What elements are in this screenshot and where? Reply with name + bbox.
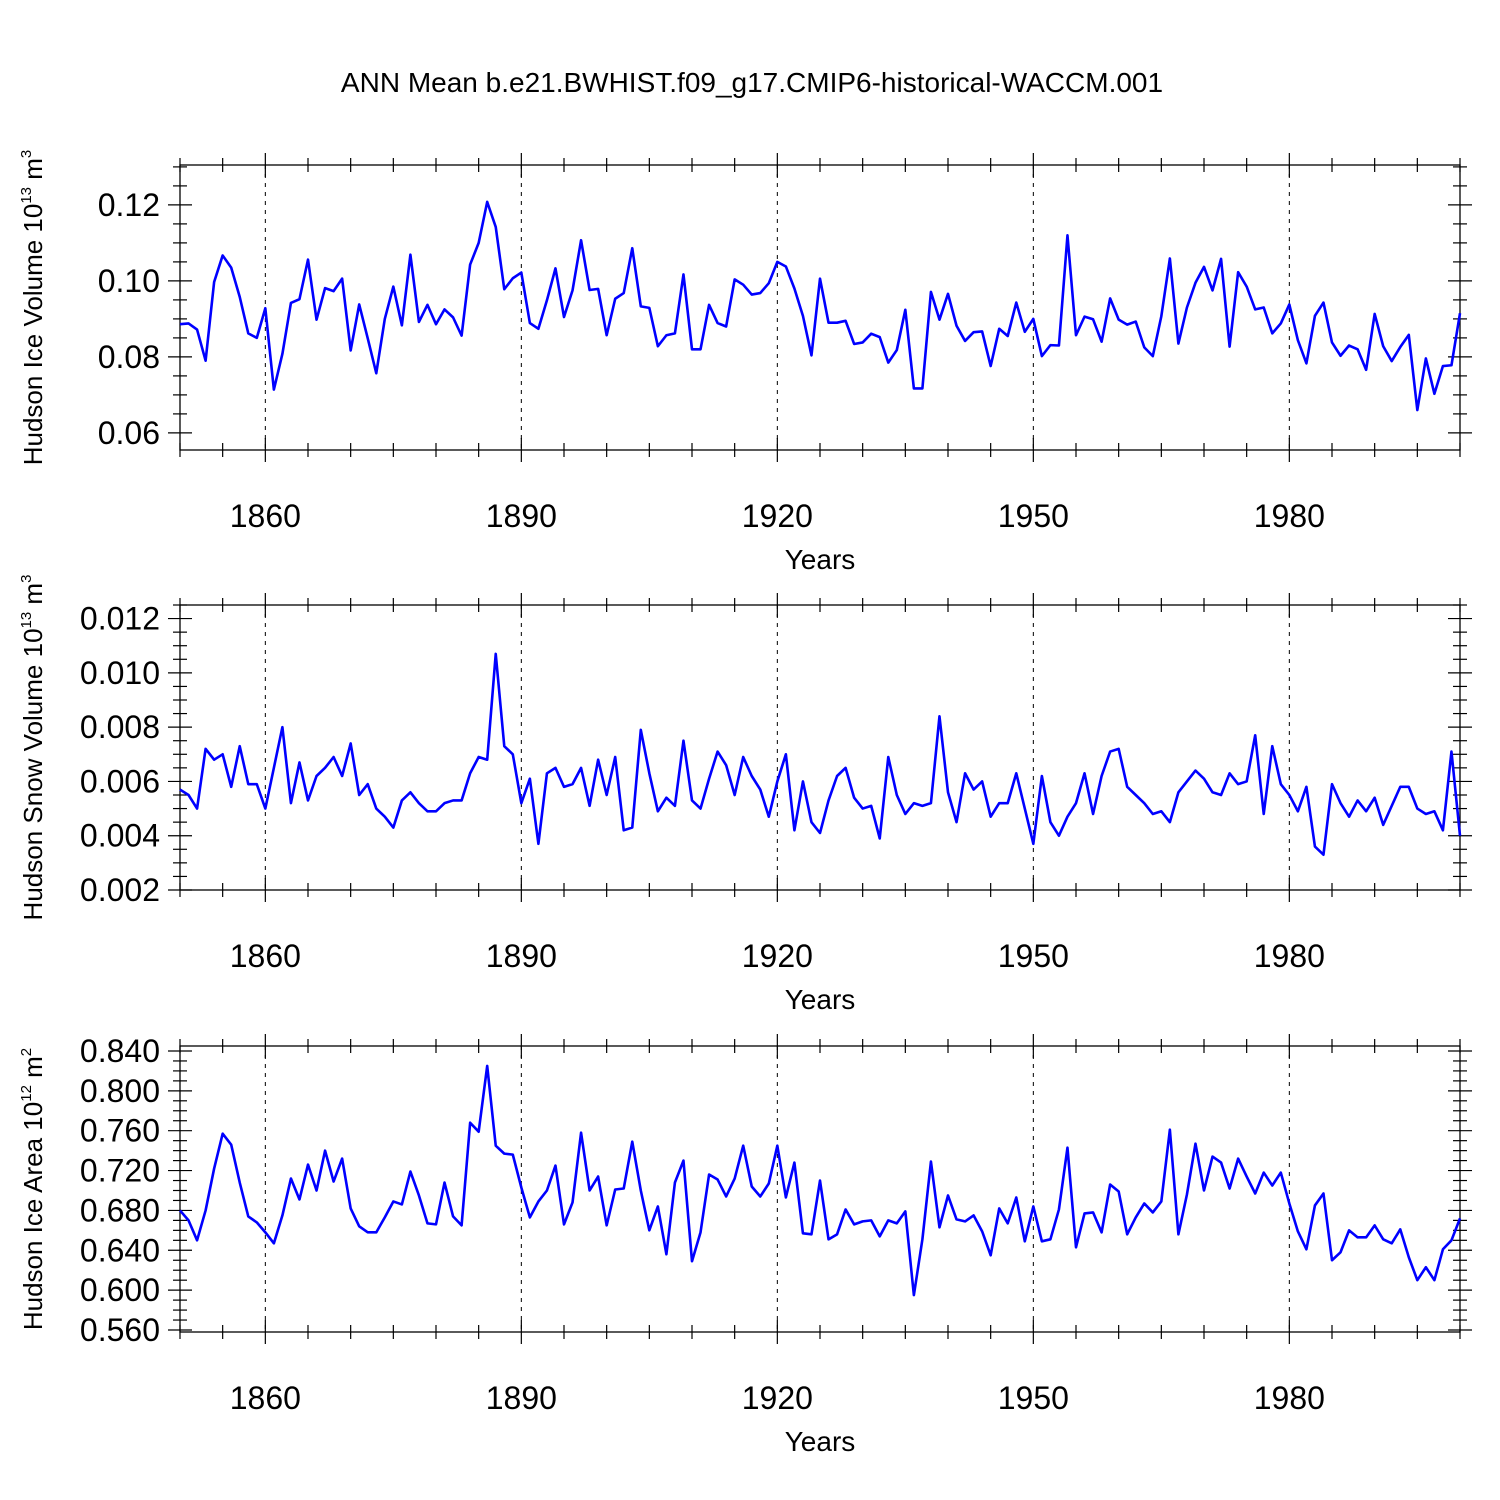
x-axis-title: Years	[785, 544, 856, 575]
x-tick-label: 1950	[998, 1380, 1069, 1416]
x-tick-label: 1950	[998, 498, 1069, 534]
panel-1: 0.06 0.08 0.10 0.12 1860 1890 1920 1950 1980 Year…	[18, 150, 1472, 575]
y-tick-label: 0.08	[98, 339, 160, 375]
x-tick-label: 1980	[1254, 938, 1325, 974]
series-line	[179, 652, 1462, 857]
panel-2: 0.002 0.004 0.006 0.008 0.010 0.012 1860 1890 19…	[18, 575, 1472, 1015]
x-tick-label: 1890	[486, 938, 557, 974]
y-axis-title-unit-exponent: 3	[18, 150, 35, 158]
x-tick-label: 1860	[230, 1380, 301, 1416]
y-axis-title-text: Hudson Ice Volume 10	[18, 204, 48, 466]
y-tick-label: 0.680	[80, 1192, 160, 1228]
y-axis-title-exponent: 12	[18, 1085, 35, 1102]
y-axis-title-unit: m	[18, 583, 48, 612]
x-tick-label: 1950	[998, 938, 1069, 974]
y-tick-label: 0.002	[80, 872, 160, 908]
y-tick-label: 0.600	[80, 1272, 160, 1308]
y-tick-label: 0.008	[80, 709, 160, 745]
y-tick-label: 0.800	[80, 1073, 160, 1109]
y-axis-title: Hudson Snow Volume 1013 m3	[18, 575, 48, 921]
y-axis-title: Hudson Ice Area 1012 m2	[18, 1048, 48, 1330]
x-axis-title: Years	[785, 1426, 856, 1457]
plot-frame	[179, 604, 1461, 891]
y-tick-label: 0.560	[80, 1312, 160, 1348]
y-axis-title: Hudson Ice Volume 1013 m3	[18, 150, 48, 466]
x-tick-label: 1860	[230, 498, 301, 534]
x-tick-label: 1920	[742, 938, 813, 974]
figure-title: ANN Mean b.e21.BWHIST.f09_g17.CMIP6-hist…	[341, 67, 1163, 98]
y-tick-label: 0.012	[80, 601, 160, 637]
x-tick-label: 1890	[486, 1380, 557, 1416]
y-axis-title-text: Hudson Snow Volume 10	[18, 628, 48, 920]
x-tick-label: 1980	[1254, 498, 1325, 534]
y-tick-label: 0.006	[80, 763, 160, 799]
y-tick-label: 0.10	[98, 263, 160, 299]
y-tick-label: 0.12	[98, 187, 160, 223]
y-tick-label: 0.004	[80, 818, 160, 854]
y-tick-label: 0.06	[98, 415, 160, 451]
y-tick-label: 0.640	[80, 1232, 160, 1268]
y-axis-title-unit: m	[18, 158, 48, 187]
y-tick-label: 0.840	[80, 1033, 160, 1069]
x-tick-label: 1920	[742, 498, 813, 534]
y-tick-label: 0.010	[80, 655, 160, 691]
y-axis-title-unit-exponent: 2	[18, 1048, 35, 1056]
x-axis-title: Years	[785, 984, 856, 1015]
x-tick-label: 1980	[1254, 1380, 1325, 1416]
series-line	[179, 200, 1462, 412]
y-axis-title-unit: m	[18, 1056, 48, 1085]
y-axis-title-text: Hudson Ice Area 10	[18, 1102, 48, 1330]
x-tick-label: 1860	[230, 938, 301, 974]
y-tick-label: 0.760	[80, 1113, 160, 1149]
x-tick-label: 1890	[486, 498, 557, 534]
y-axis-title-exponent: 13	[18, 612, 35, 629]
y-axis-title-unit-exponent: 3	[18, 575, 35, 583]
y-tick-label: 0.720	[80, 1153, 160, 1189]
series-line	[179, 1064, 1462, 1297]
plot-frame	[179, 164, 1461, 451]
y-axis-title-exponent: 13	[18, 187, 35, 204]
x-tick-label: 1920	[742, 1380, 813, 1416]
